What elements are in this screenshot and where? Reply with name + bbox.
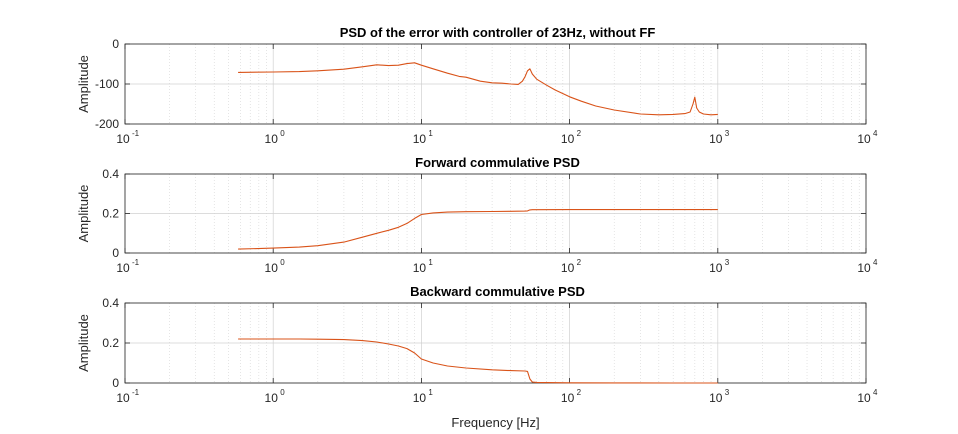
chart1-x-tick-label: 10 — [561, 132, 575, 146]
chart2-x-tick-label: 10 — [116, 261, 130, 275]
chart3-y-tick-label: 0.2 — [102, 336, 119, 350]
chart3-y-axis-label: Amplitude — [76, 314, 91, 372]
chart3-x-tick-label: 10 — [265, 391, 279, 405]
chart3-x-tick-exponent: 3 — [725, 388, 730, 397]
chart1-x-tick-label: 10 — [265, 132, 279, 146]
chart3-x-tick-exponent: 0 — [280, 388, 285, 397]
chart2-x-tick-exponent: 2 — [577, 258, 582, 267]
chart3-y-tick-label: 0.4 — [102, 296, 119, 310]
chart3-series-line-1 — [238, 338, 718, 384]
chart1-y-tick-label: -200 — [95, 117, 119, 131]
chart3-x-tick-exponent: 1 — [428, 388, 433, 397]
chart3-x-tick-exponent: 4 — [873, 388, 878, 397]
chart2-x-tick-exponent: 3 — [725, 258, 730, 267]
chart2-y-tick-label: 0 — [112, 246, 119, 260]
chart3-x-tick-label: 10 — [116, 391, 130, 405]
chart3-y-tick-label: 0 — [112, 376, 119, 390]
chart1-x-tick-label: 10 — [857, 132, 871, 146]
chart3-x-tick-label: 10 — [561, 391, 575, 405]
chart2-y-axis-label: Amplitude — [76, 185, 91, 243]
chart3-x-tick-label: 10 — [857, 391, 871, 405]
chart1-y-tick-label: -100 — [95, 77, 119, 91]
chart3-x-tick-exponent: -1 — [132, 388, 140, 397]
chart1-x-tick-exponent: 1 — [428, 129, 433, 138]
chart2-x-tick-label: 10 — [561, 261, 575, 275]
chart1-x-tick-exponent: 0 — [280, 129, 285, 138]
chart2-x-tick-exponent: 4 — [873, 258, 878, 267]
chart1-y-axis-label: Amplitude — [76, 55, 91, 113]
chart3-x-tick-exponent: 2 — [577, 388, 582, 397]
chart2-y-tick-label: 0.2 — [102, 207, 119, 221]
chart2-x-tick-exponent: 0 — [280, 258, 285, 267]
chart1-y-tick-label: 0 — [112, 37, 119, 51]
chart2-x-tick-label: 10 — [709, 261, 723, 275]
chart2-title: Forward commulative PSD — [415, 155, 580, 170]
chart1-x-tick-exponent: 2 — [577, 129, 582, 138]
chart3-x-tick-label: 10 — [413, 391, 427, 405]
chart1-series-line-1 — [238, 62, 718, 116]
chart2-y-tick-label: 0.4 — [102, 167, 119, 181]
chart1-x-tick-exponent: -1 — [132, 129, 140, 138]
chart1-x-tick-exponent: 4 — [873, 129, 878, 138]
chart1-x-tick-label: 10 — [116, 132, 130, 146]
chart2-x-tick-exponent: -1 — [132, 258, 140, 267]
chart3-title: Backward commulative PSD — [410, 284, 585, 299]
chart3-x-axis-label: Frequency [Hz] — [451, 415, 539, 430]
chart1-x-tick-exponent: 3 — [725, 129, 730, 138]
chart2-series-line-1 — [238, 209, 718, 250]
chart2-x-tick-label: 10 — [857, 261, 871, 275]
chart2-x-tick-exponent: 1 — [428, 258, 433, 267]
chart2-x-tick-label: 10 — [265, 261, 279, 275]
chart1-x-tick-label: 10 — [413, 132, 427, 146]
chart2-x-tick-label: 10 — [413, 261, 427, 275]
chart1-x-tick-label: 10 — [709, 132, 723, 146]
chart1-title: PSD of the error with controller of 23Hz… — [340, 25, 656, 40]
chart3-x-tick-label: 10 — [709, 391, 723, 405]
